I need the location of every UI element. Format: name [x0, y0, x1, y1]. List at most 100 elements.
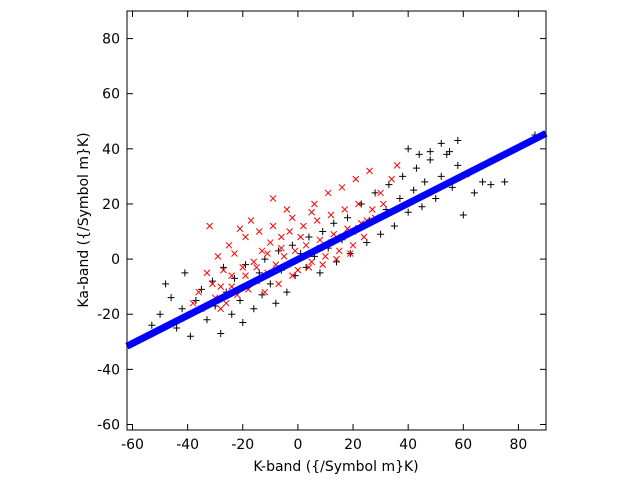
- data-point-x: [300, 222, 307, 230]
- data-point-x: [355, 200, 362, 208]
- data-point-x: [203, 269, 211, 277]
- data-point-plus: [330, 219, 338, 227]
- x-tick-label: 20: [344, 437, 362, 453]
- data-point-plus: [186, 332, 194, 340]
- data-point-plus: [404, 145, 412, 153]
- data-point-plus: [173, 324, 181, 332]
- data-point-plus: [203, 316, 211, 324]
- y-tick-label: -20: [97, 307, 120, 323]
- data-point-x: [209, 280, 216, 288]
- data-point-x: [349, 241, 357, 249]
- data-point-plus: [410, 186, 418, 194]
- data-point-x: [278, 233, 285, 241]
- x-tick-label: 0: [293, 437, 302, 453]
- y-tick-label: -60: [97, 417, 120, 433]
- data-point-x: [278, 244, 285, 252]
- data-point-plus: [404, 208, 412, 216]
- data-point-plus: [418, 203, 426, 211]
- data-point-plus: [479, 178, 487, 186]
- data-point-x: [206, 222, 214, 230]
- data-point-x: [346, 250, 354, 257]
- data-point-x: [283, 206, 291, 213]
- data-point-plus: [426, 148, 434, 156]
- data-point-x: [319, 261, 327, 268]
- data-point-x: [324, 189, 332, 197]
- data-point-x: [195, 288, 203, 296]
- data-point-x: [264, 250, 271, 257]
- data-point-x: [275, 280, 282, 288]
- data-point-plus: [396, 194, 404, 202]
- data-point-plus: [437, 172, 445, 180]
- data-point-x: [286, 228, 293, 235]
- x-tick-label: -20: [231, 437, 254, 453]
- data-point-plus: [167, 294, 175, 302]
- data-point-x: [377, 189, 384, 197]
- data-point-plus: [454, 137, 462, 145]
- data-point-plus: [156, 310, 164, 318]
- data-point-plus: [316, 269, 324, 277]
- data-point-x: [250, 258, 258, 266]
- data-point-plus: [305, 233, 313, 241]
- data-point-plus: [178, 305, 186, 313]
- data-point-x: [313, 217, 321, 224]
- y-tick-label: 0: [111, 252, 120, 268]
- data-point-plus: [266, 280, 274, 288]
- data-point-x: [368, 206, 376, 213]
- data-point-x: [316, 236, 324, 244]
- y-tick-label: 60: [102, 87, 120, 103]
- data-point-x: [366, 167, 373, 175]
- data-point-plus: [501, 178, 509, 186]
- data-point-x: [261, 288, 269, 296]
- data-point-x: [214, 252, 222, 260]
- y-tick-label: 80: [102, 32, 120, 48]
- y-axis-title: Ka-band ({/Symbol m}K): [76, 132, 92, 307]
- data-point-x: [294, 266, 302, 274]
- x-tick-label: -60: [121, 437, 144, 453]
- fit-line: [125, 130, 548, 350]
- data-point-plus: [470, 189, 478, 197]
- data-point-plus: [217, 330, 225, 338]
- data-point-x: [289, 272, 296, 279]
- x-tick-label: 60: [454, 437, 472, 453]
- data-point-x: [255, 228, 263, 235]
- data-point-x: [322, 252, 329, 260]
- x-tick-label: -40: [176, 437, 199, 453]
- axis-ticks: -60 -40 -20 0 20 40 60 80 -60 -40 -20 0 20 40 60 80: [97, 11, 546, 453]
- data-point-plus: [432, 194, 440, 202]
- data-point-plus: [446, 148, 454, 156]
- y-tick-label: -40: [97, 362, 120, 378]
- data-point-x: [189, 299, 197, 307]
- data-point-x: [308, 258, 316, 266]
- y-tick-label: 40: [102, 142, 120, 158]
- data-point-plus: [487, 181, 495, 189]
- data-point-x: [341, 206, 349, 213]
- data-point-x: [225, 241, 233, 249]
- data-point-x: [266, 239, 274, 246]
- x-axis-title: K-band ({/Symbol m}K): [253, 459, 418, 475]
- data-point-plus: [371, 189, 379, 197]
- data-point-plus: [377, 230, 385, 238]
- data-point-plus: [344, 214, 352, 222]
- data-point-x: [253, 264, 260, 271]
- data-point-plus: [250, 305, 258, 313]
- data-point-x: [335, 247, 343, 255]
- data-point-plus: [415, 150, 423, 158]
- data-point-plus: [399, 172, 407, 180]
- data-point-x: [239, 264, 247, 271]
- data-point-plus: [390, 222, 398, 230]
- data-point-x: [242, 272, 249, 279]
- plot-area: [125, 130, 548, 350]
- data-point-x: [327, 211, 335, 219]
- data-point-x: [360, 233, 368, 241]
- data-point-x: [242, 233, 249, 241]
- data-point-x: [258, 247, 266, 255]
- data-point-x: [311, 200, 318, 208]
- data-point-plus: [421, 178, 429, 186]
- data-point-plus: [239, 318, 247, 326]
- data-point-x: [269, 195, 277, 202]
- data-point-x: [297, 233, 305, 241]
- data-point-x: [352, 175, 360, 183]
- data-point-x: [280, 252, 288, 260]
- data-point-plus: [454, 161, 462, 169]
- data-point-x: [247, 217, 255, 224]
